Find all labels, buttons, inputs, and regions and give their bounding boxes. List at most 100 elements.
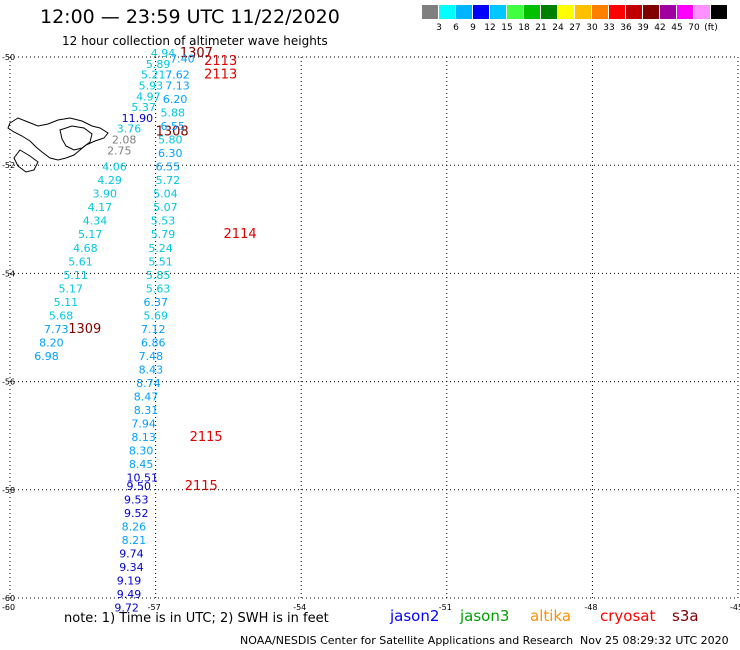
satellite-name: jason2 [390,607,440,625]
pass-time-label: 2114 [224,227,257,242]
legend-label: (ft) [704,23,718,33]
legend-swatch [677,5,693,19]
legend-label: 12 [484,23,496,33]
legend-label: 3 [436,23,442,33]
wave-height-value: 3.90 [93,188,118,201]
falkland-coastline [7,117,109,173]
lat-tick-label: -52 [2,161,15,170]
wave-height-value: 9.72 [114,602,139,615]
wave-height-value: 7.12 [141,323,166,336]
legend-swatch [626,5,642,19]
wave-height-value: 5.11 [54,296,79,309]
map-title: 12:00 — 23:59 UTC 11/22/2020 [40,6,340,28]
wave-height-value: 5.88 [160,107,185,120]
legend-swatch [660,5,676,19]
wave-height-value: 4.29 [97,174,122,187]
wave-height-value: 6.55 [160,120,185,133]
lat-tick-label: -58 [2,486,15,495]
wave-height-value: 9.74 [119,547,144,560]
wave-height-value: 4.34 [83,215,108,228]
pass-time-label: 1307 [180,46,213,61]
wave-height-value: 5.89 [146,58,171,71]
wave-height-value: 5.24 [148,242,173,255]
wave-height-value: 5.93 [139,79,164,92]
legend-label: 18 [518,23,530,33]
legend-label: 45 [671,23,683,33]
coastline-south [13,149,39,173]
legend-label: 24 [552,23,564,33]
wave-height-value: 5.61 [68,255,93,268]
lat-tick-label: -50 [2,53,15,62]
legend-swatch [439,5,455,19]
legend-label: 42 [654,23,666,33]
wave-height-value: 5.37 [131,101,156,114]
wave-height-value: 5.11 [63,269,88,282]
pass-time-label: 1308 [156,124,189,139]
legend-swatch [711,5,727,19]
note-text: note: 1) Time is in UTC; 2) SWH is in fe… [64,611,329,626]
satellite-name: s3a [672,607,699,625]
legend-swatch [558,5,574,19]
wave-height-value: 3.76 [117,123,142,136]
legend-label: 39 [637,23,649,33]
wave-height-value: 5.63 [146,282,171,295]
pass-time-label: 2115 [185,479,218,494]
timestamp-text: Nov 25 08:29:32 UTC 2020 [580,634,729,647]
axis-labels: -50 -52 -54 -56 -58 -60-60 -57 -54 -51 -48 -45 [2,53,740,612]
wave-height-value: 5.17 [59,282,84,295]
wave-height-value: 11.90 [122,112,154,125]
pass-time-label: 2113 [204,68,237,83]
wave-height-value: 8.20 [39,336,64,349]
wave-height-value: 4.17 [88,201,113,214]
legend-swatch [541,5,557,19]
wave-height-value: 5.17 [78,228,103,241]
wave-height-value: 7.73 [44,323,68,336]
coastline-north [7,117,109,161]
legend-label: 9 [470,23,476,33]
wave-height-value: 7.62 [165,69,190,82]
legend-swatch [456,5,472,19]
wave-height-value: 9.19 [117,574,142,587]
wave-height-value: 6.86 [141,336,166,349]
wave-height-value: 2.08 [112,134,137,147]
legend-swatch [643,5,659,19]
wave-height-value: 6.55 [156,161,181,174]
wave-height-value: 8.43 [139,363,164,376]
lon-tick-label: -45 [730,603,740,612]
wave-height-value: 5.69 [143,309,168,322]
legend-swatch [524,5,540,19]
satellite-name: cryosat [600,607,656,625]
wave-height-value: 2.75 [107,144,132,157]
wave-height-value: 7.13 [165,79,190,92]
wave-height-value: 8.21 [122,534,147,547]
wave-height-value: 6.37 [143,296,168,309]
wave-height-value: 8.47 [134,391,159,404]
wave-height-value: 5.04 [153,188,178,201]
map-subtitle: 12 hour collection of altimeter wave hei… [62,34,328,48]
wave-height-value: 7.40 [170,52,195,65]
lat-tick-label: -60 [2,594,15,603]
lat-tick-label: -56 [2,378,15,387]
legend-label: 33 [603,23,615,33]
satellite-tracks: 4.945.895.215.934.975.3711.903.762.082.7… [34,46,256,615]
wave-height-value: 9.34 [119,561,144,574]
legend-label: 27 [569,23,581,33]
coastline-east [59,125,93,151]
wave-height-value: 8.45 [129,458,154,471]
wave-height-value: 5.79 [151,228,176,241]
pass-time-label: 2113 [204,54,237,69]
wave-height-value: 5.72 [156,174,181,187]
lat-tick-label: -54 [2,269,15,278]
wave-height-value: 8.30 [129,445,154,458]
pass-time-label: 1309 [68,322,101,337]
legend-label: 30 [586,23,598,33]
wave-height-value: 8.31 [134,404,159,417]
legend-swatch [422,5,438,19]
legend-label: 36 [620,23,632,33]
wave-height-value: 5.51 [148,255,173,268]
wave-height-value: 9.53 [124,493,149,506]
wave-height-value: 7.48 [139,350,164,363]
legend-swatch [592,5,608,19]
wave-height-value: 6.20 [163,93,188,106]
wave-height-value: 10.51 [126,472,158,485]
